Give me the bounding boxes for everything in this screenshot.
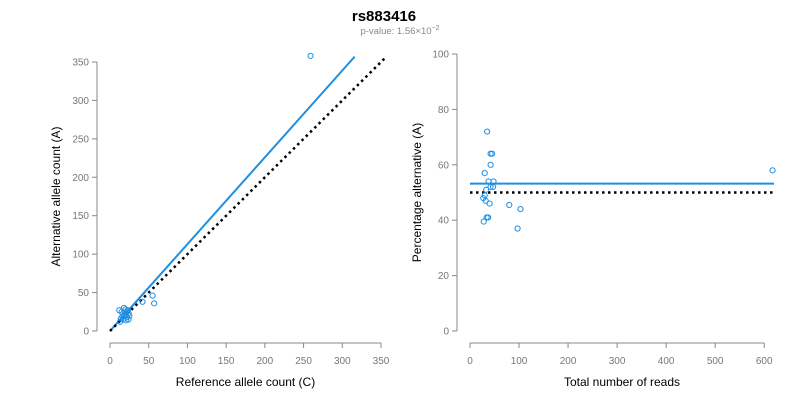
p-value-text: p-value: 1.56×10 <box>360 26 431 37</box>
x-tick-label: 350 <box>373 356 390 367</box>
data-point <box>151 300 158 307</box>
x-tick-label: 500 <box>707 356 724 367</box>
data-point <box>487 183 494 191</box>
data-point <box>307 52 314 59</box>
x-tick-label: 300 <box>334 356 351 367</box>
x-tick-label: 400 <box>658 356 675 367</box>
data-point <box>481 170 488 177</box>
y-tick-label: 250 <box>72 134 89 145</box>
data-point <box>139 298 146 305</box>
p-value-exponent: −2 <box>432 25 440 32</box>
y-tick-label: 150 <box>72 211 89 222</box>
x-tick-label: 50 <box>143 356 155 367</box>
data-point <box>769 167 776 174</box>
p-value-subtitle: p-value: 1.56×10−2 <box>360 25 439 37</box>
data-point <box>487 161 494 168</box>
y-tick-label: 100 <box>72 250 89 261</box>
data-point <box>483 214 490 221</box>
x-tick-label: 100 <box>179 356 196 367</box>
x-tick-label: 250 <box>295 356 312 367</box>
y-tick-label: 40 <box>438 216 450 227</box>
y-tick-label: 0 <box>83 327 89 338</box>
y-tick-label: 300 <box>72 96 89 107</box>
x-tick-label: 200 <box>257 356 274 367</box>
y-tick-label: 100 <box>432 50 449 61</box>
y-tick-label: 60 <box>438 160 450 171</box>
data-point <box>118 308 125 315</box>
x-axis-label: Reference allele count (C) <box>176 375 315 389</box>
y-tick-label: 350 <box>72 58 89 69</box>
percentage-alternative-scatter-panel: 0 100 200 300 400 500 600 0 20 40 60 80 100 Total num… <box>410 50 776 389</box>
x-tick-label: 0 <box>467 356 473 367</box>
data-point <box>517 206 524 213</box>
x-tick-label: 200 <box>560 356 577 367</box>
x-tick-label: 300 <box>609 356 626 367</box>
data-point <box>484 128 491 135</box>
data-point <box>124 307 131 314</box>
x-tick-label: 150 <box>218 356 235 367</box>
x-tick-label: 600 <box>756 356 773 367</box>
data-point <box>149 292 156 299</box>
x-tick-label: 0 <box>107 356 113 367</box>
allele-count-scatter-panel: 0 50 100 150 200 250 300 350 0 50 100 150 200 250 300 3… <box>49 52 390 389</box>
y-axis-label: Percentage alternative (A) <box>410 123 424 262</box>
y-tick-label: 200 <box>72 173 89 184</box>
data-point <box>489 183 497 191</box>
chart-title: rs883416 <box>352 8 416 25</box>
y-tick-label: 80 <box>438 105 450 116</box>
y-tick-label: 20 <box>438 271 450 282</box>
y-tick-label: 0 <box>443 327 449 338</box>
data-point <box>125 316 132 323</box>
x-axis-label: Total number of reads <box>564 375 680 389</box>
data-point <box>514 225 521 232</box>
y-tick-label: 50 <box>78 288 90 299</box>
fit-line <box>109 55 356 332</box>
data-point <box>488 150 496 157</box>
data-point <box>483 186 490 193</box>
data-point <box>480 218 487 225</box>
data-point <box>506 201 513 209</box>
y-axis-label: Alternative allele count (A) <box>49 126 63 266</box>
data-point <box>126 312 133 319</box>
x-tick-label: 100 <box>511 356 528 367</box>
reference-line <box>109 56 387 332</box>
data-point <box>486 200 493 207</box>
